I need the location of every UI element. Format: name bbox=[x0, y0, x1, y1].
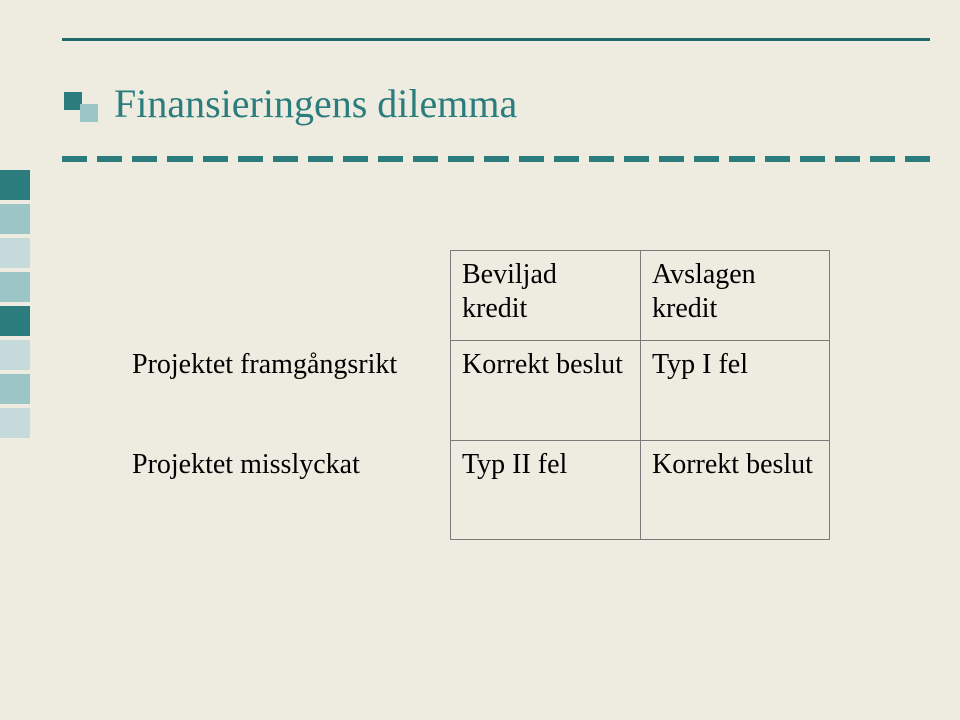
table-row0-col2: Typ I fel bbox=[640, 340, 830, 390]
dash bbox=[519, 156, 544, 162]
table-row0-label: Projektet framgångsrikt bbox=[120, 340, 450, 390]
dash bbox=[448, 156, 473, 162]
table-row1-label: Projektet misslyckat bbox=[120, 440, 450, 490]
title-bullet-front bbox=[80, 104, 98, 122]
table-header-col2: Avslagen kredit bbox=[640, 250, 830, 333]
dash bbox=[589, 156, 614, 162]
dash bbox=[273, 156, 298, 162]
dash bbox=[800, 156, 825, 162]
side-square bbox=[0, 306, 30, 336]
dash bbox=[554, 156, 579, 162]
side-square bbox=[0, 238, 30, 268]
side-square bbox=[0, 170, 30, 200]
dash bbox=[765, 156, 790, 162]
dash bbox=[308, 156, 333, 162]
table-row1-col2: Korrekt beslut bbox=[640, 440, 830, 490]
side-square bbox=[0, 272, 30, 302]
side-square bbox=[0, 340, 30, 370]
dash bbox=[835, 156, 860, 162]
dash bbox=[905, 156, 930, 162]
dash bbox=[62, 156, 87, 162]
dash bbox=[238, 156, 263, 162]
dash bbox=[694, 156, 719, 162]
table-row1-col1: Typ II fel bbox=[450, 440, 640, 490]
divider-dashes bbox=[62, 156, 930, 162]
dash bbox=[413, 156, 438, 162]
dash bbox=[729, 156, 754, 162]
dash bbox=[378, 156, 403, 162]
content-area: Beviljad kredit Avslagen kredit Projekte… bbox=[120, 250, 900, 540]
dilemma-table: Beviljad kredit Avslagen kredit Projekte… bbox=[120, 250, 900, 540]
dash bbox=[484, 156, 509, 162]
side-square bbox=[0, 204, 30, 234]
dash bbox=[167, 156, 192, 162]
top-rule bbox=[62, 38, 930, 41]
dash bbox=[870, 156, 895, 162]
dash bbox=[343, 156, 368, 162]
dash bbox=[132, 156, 157, 162]
dash bbox=[659, 156, 684, 162]
dash bbox=[97, 156, 122, 162]
side-square bbox=[0, 374, 30, 404]
table-header-col1: Beviljad kredit bbox=[450, 250, 640, 333]
table-row0-col1: Korrekt beslut bbox=[450, 340, 640, 390]
table-header-empty bbox=[120, 250, 450, 266]
side-square bbox=[0, 408, 30, 438]
side-decor bbox=[0, 170, 34, 442]
dash bbox=[203, 156, 228, 162]
slide-title: Finansieringens dilemma bbox=[114, 80, 517, 127]
dash bbox=[624, 156, 649, 162]
